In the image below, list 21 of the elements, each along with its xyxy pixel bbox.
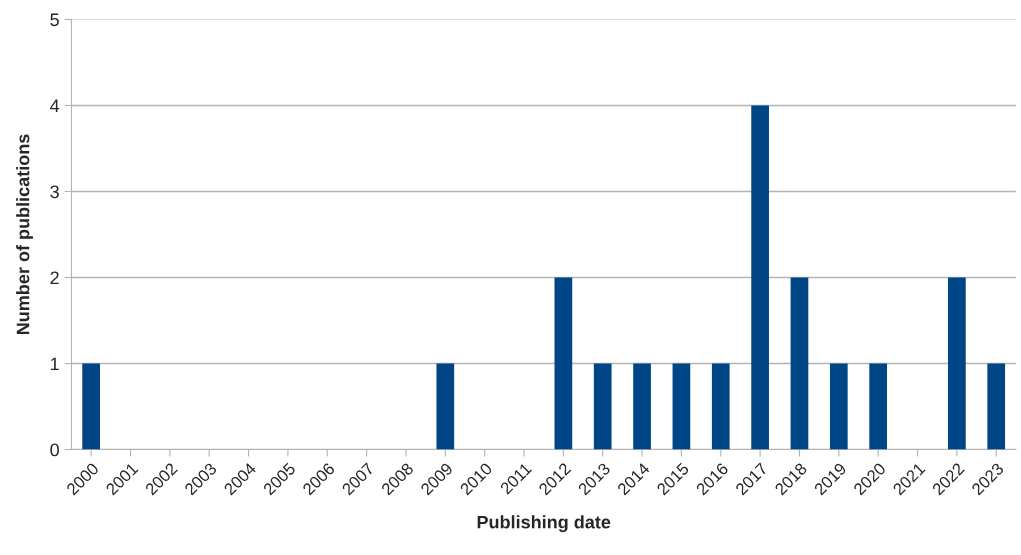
bar (711, 363, 730, 450)
bar (672, 363, 691, 450)
bar (948, 277, 966, 450)
bar (593, 363, 612, 450)
bar (554, 277, 573, 450)
bar (82, 363, 100, 450)
bar (633, 363, 651, 450)
bar (436, 363, 455, 450)
x-axis-title: Publishing date (477, 515, 611, 533)
bar (751, 105, 769, 450)
y-tick-label: 1 (51, 357, 59, 371)
y-tick-label: 2 (50, 271, 59, 285)
bar (790, 277, 809, 450)
bar (987, 363, 1006, 450)
y-tick-label: 0 (50, 443, 59, 457)
bar (829, 363, 848, 450)
y-axis-title: Number of publications (16, 134, 33, 335)
y-tick-label: 4 (50, 99, 60, 112)
y-tick-label: 3 (50, 185, 59, 199)
bar (869, 363, 888, 450)
y-tick-label: 5 (50, 13, 59, 27)
